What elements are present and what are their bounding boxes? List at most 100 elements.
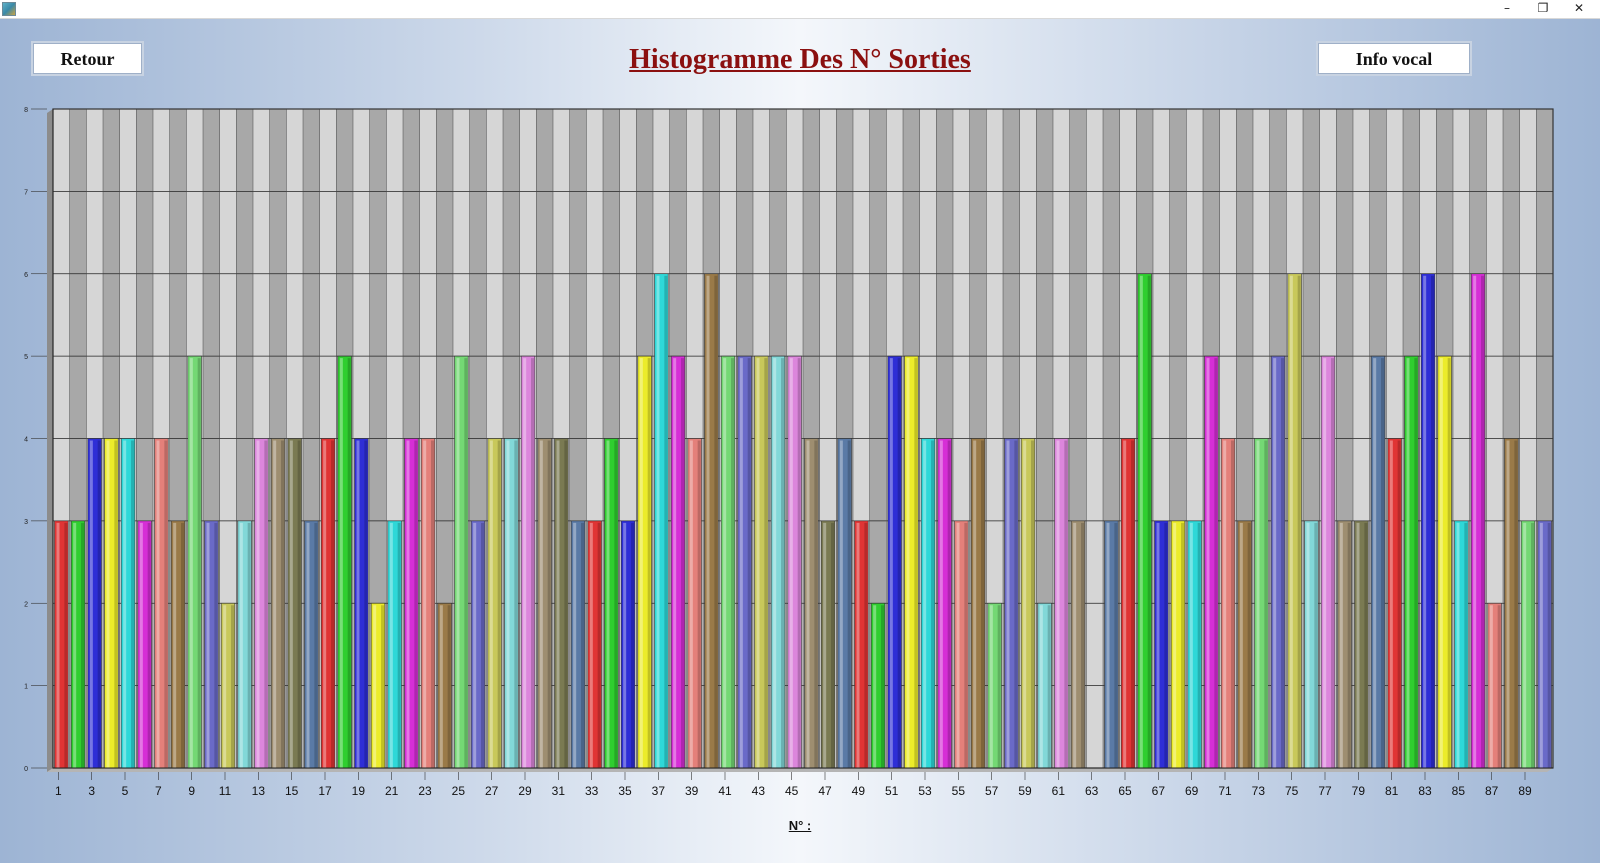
bar-shade bbox=[131, 440, 135, 768]
voice-info-button[interactable]: Info vocal bbox=[1316, 41, 1472, 76]
bar-27 bbox=[487, 438, 502, 769]
back-button[interactable]: Retour bbox=[31, 41, 144, 76]
x-tick-label: 31 bbox=[552, 784, 566, 798]
bar-highlight bbox=[206, 522, 210, 768]
bar-36 bbox=[637, 355, 652, 769]
bar-shade bbox=[331, 440, 335, 768]
bar-highlight bbox=[1523, 522, 1527, 768]
bar-highlight bbox=[1356, 522, 1360, 768]
bar-14 bbox=[270, 438, 286, 769]
bar-shade bbox=[247, 522, 251, 768]
bar-highlight bbox=[1223, 440, 1227, 768]
bar-shade bbox=[1547, 522, 1551, 768]
bar-50 bbox=[870, 602, 886, 769]
bar-shade bbox=[364, 440, 368, 768]
bar-shade bbox=[1381, 358, 1385, 768]
bar-shade bbox=[897, 358, 901, 768]
bar-22 bbox=[404, 438, 419, 769]
bar-shade bbox=[964, 522, 968, 768]
bar-shade bbox=[1131, 440, 1135, 768]
bar-highlight bbox=[139, 522, 143, 768]
bar-shade bbox=[1414, 358, 1418, 768]
x-tick-label: 23 bbox=[418, 784, 432, 798]
bar-highlight bbox=[439, 605, 443, 768]
close-button[interactable]: ✕ bbox=[1573, 1, 1585, 15]
bar-highlight bbox=[1023, 440, 1027, 768]
bar-highlight bbox=[939, 440, 943, 768]
bar-65 bbox=[1120, 438, 1136, 769]
bar-highlight bbox=[1289, 275, 1293, 768]
bar-15 bbox=[287, 438, 302, 769]
bar-79 bbox=[1354, 520, 1369, 769]
bar-shade bbox=[1247, 522, 1251, 768]
y-tick-label: 8 bbox=[24, 107, 28, 114]
bar-48 bbox=[837, 438, 852, 769]
bar-shade bbox=[1514, 440, 1518, 768]
app-icon bbox=[2, 2, 16, 16]
bar-shade bbox=[681, 358, 685, 768]
bar-23 bbox=[420, 438, 436, 769]
bar-4 bbox=[104, 438, 119, 769]
bar-shade bbox=[431, 440, 435, 768]
bar-highlight bbox=[906, 358, 910, 768]
bar-highlight bbox=[1373, 358, 1377, 768]
bar-shade bbox=[614, 440, 618, 768]
bar-highlight bbox=[1339, 522, 1343, 768]
y-tick-label: 6 bbox=[24, 272, 28, 279]
x-tick-label: 71 bbox=[1218, 784, 1232, 798]
bar-shade bbox=[281, 440, 285, 768]
x-tick-label: 83 bbox=[1418, 784, 1432, 798]
bar-highlight bbox=[1039, 605, 1043, 768]
bar-shade bbox=[731, 358, 735, 768]
x-tick-label: 75 bbox=[1285, 784, 1299, 798]
bar-highlight bbox=[1323, 358, 1327, 768]
bar-8 bbox=[170, 520, 186, 769]
restore-button[interactable]: ❐ bbox=[1537, 1, 1549, 15]
chart-floor bbox=[47, 768, 1553, 772]
bar-shade bbox=[147, 522, 151, 768]
bar-shade bbox=[564, 440, 568, 768]
y-tick-label: 2 bbox=[24, 601, 28, 608]
bar-shade bbox=[864, 522, 868, 768]
bar-90 bbox=[1537, 520, 1552, 769]
bar-56 bbox=[970, 438, 986, 769]
x-tick-label: 55 bbox=[952, 784, 966, 798]
bar-highlight bbox=[589, 522, 593, 768]
bar-shade bbox=[1447, 358, 1451, 768]
bar-20 bbox=[370, 602, 386, 769]
bar-58 bbox=[1004, 438, 1019, 769]
bar-10 bbox=[204, 520, 219, 769]
bar-19 bbox=[354, 438, 369, 769]
x-tick-label: 79 bbox=[1352, 784, 1366, 798]
bar-47 bbox=[820, 520, 836, 769]
bar-11 bbox=[220, 602, 236, 769]
x-tick-label: 5 bbox=[122, 784, 129, 798]
bar-24 bbox=[437, 602, 452, 769]
bar-61 bbox=[1054, 438, 1069, 769]
bar-21 bbox=[387, 520, 402, 769]
bar-shade bbox=[181, 522, 185, 768]
bar-highlight bbox=[189, 358, 193, 768]
bar-shade bbox=[831, 522, 835, 768]
bar-highlight bbox=[539, 440, 543, 768]
bar-16 bbox=[304, 520, 319, 769]
bar-shade bbox=[1397, 440, 1401, 768]
bar-shade bbox=[297, 440, 301, 768]
y-tick-label: 5 bbox=[24, 354, 28, 361]
bar-38 bbox=[670, 355, 686, 769]
bar-highlight bbox=[606, 440, 610, 768]
bar-highlight bbox=[889, 358, 893, 768]
bar-86 bbox=[1470, 273, 1486, 769]
minimize-button[interactable]: – bbox=[1504, 1, 1510, 15]
bar-shade bbox=[1081, 522, 1085, 768]
bar-73 bbox=[1254, 438, 1269, 769]
bar-shade bbox=[97, 440, 101, 768]
bar-highlight bbox=[923, 440, 927, 768]
bar-shade bbox=[514, 440, 518, 768]
x-tick-label: 21 bbox=[385, 784, 399, 798]
bar-highlight bbox=[656, 275, 660, 768]
bar-highlight bbox=[73, 522, 77, 768]
chart-bars bbox=[54, 273, 1552, 769]
bar-shade bbox=[264, 440, 268, 768]
x-tick-label: 15 bbox=[285, 784, 299, 798]
